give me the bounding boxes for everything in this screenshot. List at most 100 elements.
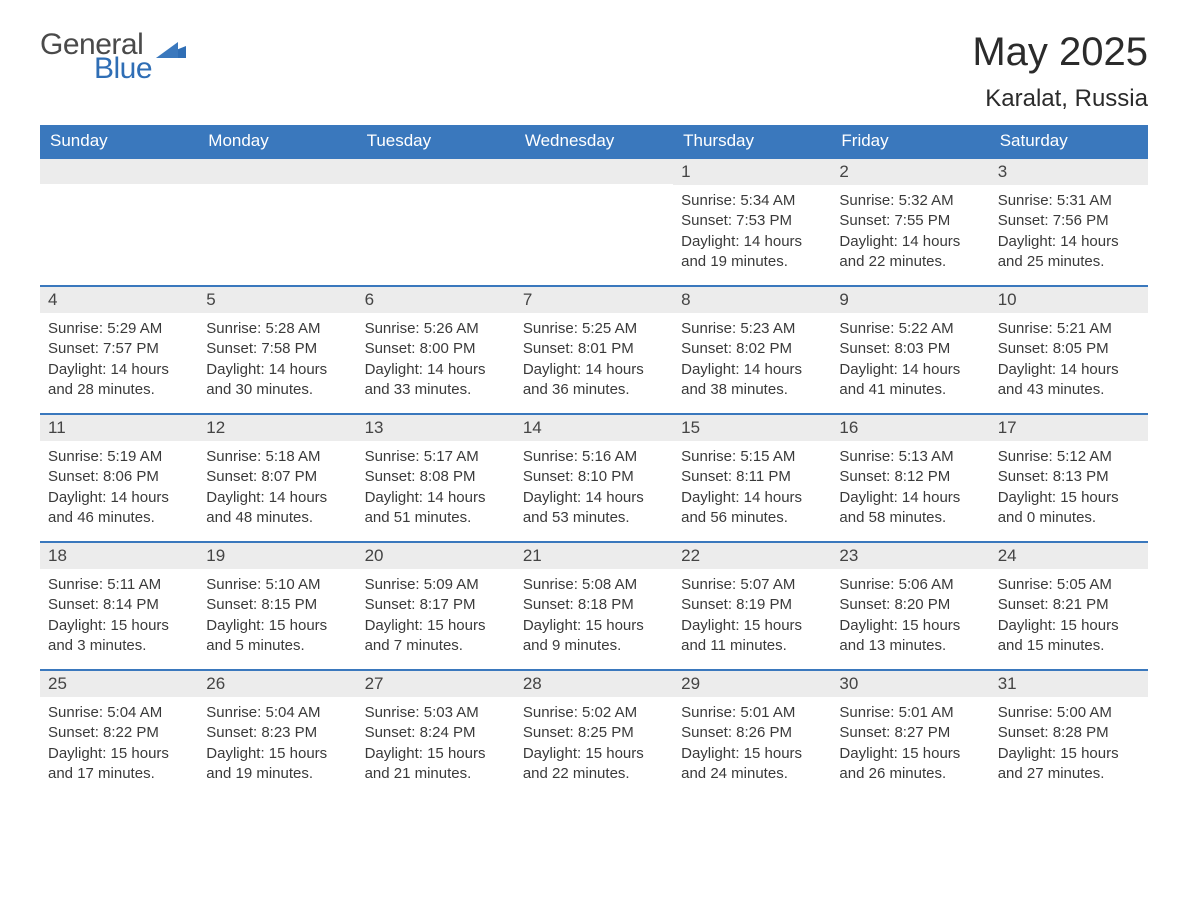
day-details: Sunrise: 5:15 AMSunset: 8:11 PMDaylight:… — [673, 441, 831, 532]
day-details: Sunrise: 5:06 AMSunset: 8:20 PMDaylight:… — [831, 569, 989, 660]
day-number: 18 — [40, 541, 198, 569]
day-details: Sunrise: 5:09 AMSunset: 8:17 PMDaylight:… — [357, 569, 515, 660]
day-details: Sunrise: 5:19 AMSunset: 8:06 PMDaylight:… — [40, 441, 198, 532]
calendar-day-cell: 17Sunrise: 5:12 AMSunset: 8:13 PMDayligh… — [990, 413, 1148, 541]
sunset-line: Sunset: 8:08 PM — [365, 467, 507, 487]
daylight-line: Daylight: 14 hours and 56 minutes. — [681, 488, 823, 529]
day-number: 17 — [990, 413, 1148, 441]
day-number: 1 — [673, 157, 831, 185]
sunset-line: Sunset: 8:21 PM — [998, 595, 1140, 615]
daylight-line: Daylight: 14 hours and 46 minutes. — [48, 488, 190, 529]
sunrise-line: Sunrise: 5:19 AM — [48, 447, 190, 467]
day-details: Sunrise: 5:07 AMSunset: 8:19 PMDaylight:… — [673, 569, 831, 660]
calendar-week-row: 25Sunrise: 5:04 AMSunset: 8:22 PMDayligh… — [40, 669, 1148, 797]
weekday-header: Friday — [831, 125, 989, 157]
day-number: 30 — [831, 669, 989, 697]
daylight-line: Daylight: 14 hours and 25 minutes. — [998, 232, 1140, 273]
day-details: Sunrise: 5:17 AMSunset: 8:08 PMDaylight:… — [357, 441, 515, 532]
calendar-empty-cell — [40, 157, 198, 285]
day-details: Sunrise: 5:13 AMSunset: 8:12 PMDaylight:… — [831, 441, 989, 532]
sunrise-line: Sunrise: 5:31 AM — [998, 191, 1140, 211]
day-details: Sunrise: 5:16 AMSunset: 8:10 PMDaylight:… — [515, 441, 673, 532]
daylight-line: Daylight: 15 hours and 13 minutes. — [839, 616, 981, 657]
sunrise-line: Sunrise: 5:04 AM — [48, 703, 190, 723]
day-number: 27 — [357, 669, 515, 697]
day-number: 20 — [357, 541, 515, 569]
day-details: Sunrise: 5:32 AMSunset: 7:55 PMDaylight:… — [831, 185, 989, 276]
sunrise-line: Sunrise: 5:09 AM — [365, 575, 507, 595]
sunrise-line: Sunrise: 5:18 AM — [206, 447, 348, 467]
weekday-header: Saturday — [990, 125, 1148, 157]
calendar-empty-cell — [357, 157, 515, 285]
sunset-line: Sunset: 8:03 PM — [839, 339, 981, 359]
day-number: 31 — [990, 669, 1148, 697]
day-number: 22 — [673, 541, 831, 569]
daylight-line: Daylight: 14 hours and 22 minutes. — [839, 232, 981, 273]
sunset-line: Sunset: 8:13 PM — [998, 467, 1140, 487]
daylight-line: Daylight: 14 hours and 28 minutes. — [48, 360, 190, 401]
day-number: 3 — [990, 157, 1148, 185]
day-details: Sunrise: 5:26 AMSunset: 8:00 PMDaylight:… — [357, 313, 515, 404]
sunset-line: Sunset: 7:57 PM — [48, 339, 190, 359]
daylight-line: Daylight: 15 hours and 5 minutes. — [206, 616, 348, 657]
logo-flag-icon — [156, 36, 186, 58]
calendar-day-cell: 11Sunrise: 5:19 AMSunset: 8:06 PMDayligh… — [40, 413, 198, 541]
calendar-day-cell: 3Sunrise: 5:31 AMSunset: 7:56 PMDaylight… — [990, 157, 1148, 285]
month-title: May 2025 — [972, 30, 1148, 75]
calendar-day-cell: 9Sunrise: 5:22 AMSunset: 8:03 PMDaylight… — [831, 285, 989, 413]
sunrise-line: Sunrise: 5:00 AM — [998, 703, 1140, 723]
weekday-header: Monday — [198, 125, 356, 157]
sunrise-line: Sunrise: 5:06 AM — [839, 575, 981, 595]
sunset-line: Sunset: 8:24 PM — [365, 723, 507, 743]
logo: General Blue — [40, 30, 186, 84]
day-number: 21 — [515, 541, 673, 569]
sunset-line: Sunset: 7:55 PM — [839, 211, 981, 231]
day-details: Sunrise: 5:21 AMSunset: 8:05 PMDaylight:… — [990, 313, 1148, 404]
daylight-line: Daylight: 15 hours and 27 minutes. — [998, 744, 1140, 785]
sunrise-line: Sunrise: 5:34 AM — [681, 191, 823, 211]
calendar-week-row: 1Sunrise: 5:34 AMSunset: 7:53 PMDaylight… — [40, 157, 1148, 285]
sunrise-line: Sunrise: 5:10 AM — [206, 575, 348, 595]
calendar-day-cell: 28Sunrise: 5:02 AMSunset: 8:25 PMDayligh… — [515, 669, 673, 797]
daylight-line: Daylight: 15 hours and 21 minutes. — [365, 744, 507, 785]
empty-day-bar — [357, 157, 515, 184]
day-details: Sunrise: 5:34 AMSunset: 7:53 PMDaylight:… — [673, 185, 831, 276]
day-number: 25 — [40, 669, 198, 697]
day-number: 29 — [673, 669, 831, 697]
sunrise-line: Sunrise: 5:25 AM — [523, 319, 665, 339]
day-details: Sunrise: 5:04 AMSunset: 8:22 PMDaylight:… — [40, 697, 198, 788]
calendar-empty-cell — [515, 157, 673, 285]
sunset-line: Sunset: 8:22 PM — [48, 723, 190, 743]
weekday-header: Wednesday — [515, 125, 673, 157]
sunset-line: Sunset: 7:58 PM — [206, 339, 348, 359]
empty-day-bar — [40, 157, 198, 184]
daylight-line: Daylight: 15 hours and 17 minutes. — [48, 744, 190, 785]
daylight-line: Daylight: 15 hours and 3 minutes. — [48, 616, 190, 657]
calendar-day-cell: 1Sunrise: 5:34 AMSunset: 7:53 PMDaylight… — [673, 157, 831, 285]
daylight-line: Daylight: 15 hours and 22 minutes. — [523, 744, 665, 785]
sunset-line: Sunset: 8:20 PM — [839, 595, 981, 615]
day-details: Sunrise: 5:08 AMSunset: 8:18 PMDaylight:… — [515, 569, 673, 660]
day-number: 9 — [831, 285, 989, 313]
day-number: 4 — [40, 285, 198, 313]
day-details: Sunrise: 5:28 AMSunset: 7:58 PMDaylight:… — [198, 313, 356, 404]
calendar-day-cell: 10Sunrise: 5:21 AMSunset: 8:05 PMDayligh… — [990, 285, 1148, 413]
daylight-line: Daylight: 15 hours and 0 minutes. — [998, 488, 1140, 529]
sunrise-line: Sunrise: 5:11 AM — [48, 575, 190, 595]
sunrise-line: Sunrise: 5:29 AM — [48, 319, 190, 339]
sunset-line: Sunset: 8:12 PM — [839, 467, 981, 487]
calendar-week-row: 18Sunrise: 5:11 AMSunset: 8:14 PMDayligh… — [40, 541, 1148, 669]
calendar-day-cell: 7Sunrise: 5:25 AMSunset: 8:01 PMDaylight… — [515, 285, 673, 413]
day-details: Sunrise: 5:05 AMSunset: 8:21 PMDaylight:… — [990, 569, 1148, 660]
sunrise-line: Sunrise: 5:01 AM — [681, 703, 823, 723]
daylight-line: Daylight: 15 hours and 7 minutes. — [365, 616, 507, 657]
sunset-line: Sunset: 8:02 PM — [681, 339, 823, 359]
sunrise-line: Sunrise: 5:07 AM — [681, 575, 823, 595]
empty-day-bar — [515, 157, 673, 184]
sunrise-line: Sunrise: 5:32 AM — [839, 191, 981, 211]
header: General Blue May 2025 Karalat, Russia — [40, 30, 1148, 113]
day-details: Sunrise: 5:10 AMSunset: 8:15 PMDaylight:… — [198, 569, 356, 660]
daylight-line: Daylight: 14 hours and 33 minutes. — [365, 360, 507, 401]
calendar-day-cell: 25Sunrise: 5:04 AMSunset: 8:22 PMDayligh… — [40, 669, 198, 797]
calendar-day-cell: 12Sunrise: 5:18 AMSunset: 8:07 PMDayligh… — [198, 413, 356, 541]
